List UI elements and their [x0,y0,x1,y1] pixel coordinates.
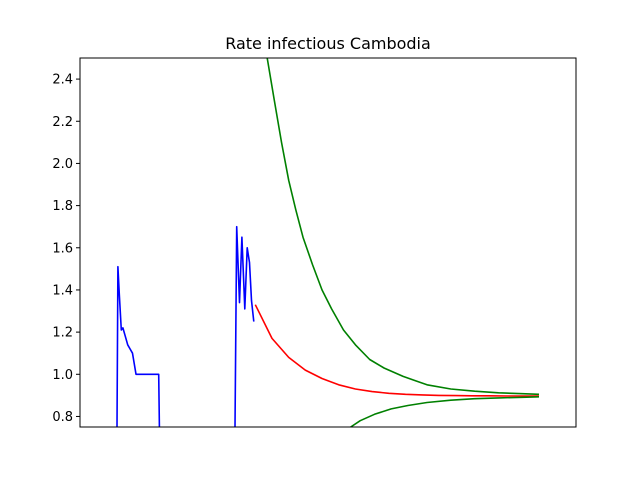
series-1-line [254,304,539,397]
plot-frame [79,57,577,428]
y-tick-label: 0.8 [52,410,73,425]
series-0-line-segment-0 [116,265,161,427]
series-layer [116,58,540,427]
y-tick-label: 1.0 [52,368,73,383]
plot-area [80,58,576,427]
y-tick-label: 1.4 [52,283,73,298]
chart-title: Rate infectious Cambodia [225,34,431,53]
y-tick-label: 1.6 [52,241,73,256]
y-tick-label: 1.8 [52,199,73,214]
y-tick-label: 2.0 [52,157,73,172]
y-tick-label: 2.2 [52,115,73,130]
y-tick-label: 1.2 [52,326,73,341]
series-0-line-segment-1 [234,225,255,427]
y-tick-label: 2.4 [52,73,73,88]
series-2-line [266,58,540,396]
y-axis-ticks: 0.8 1.0 1.2 1.4 1.6 1.8 2.0 2.2 2.4 [52,73,80,425]
series-3-line [350,396,540,427]
